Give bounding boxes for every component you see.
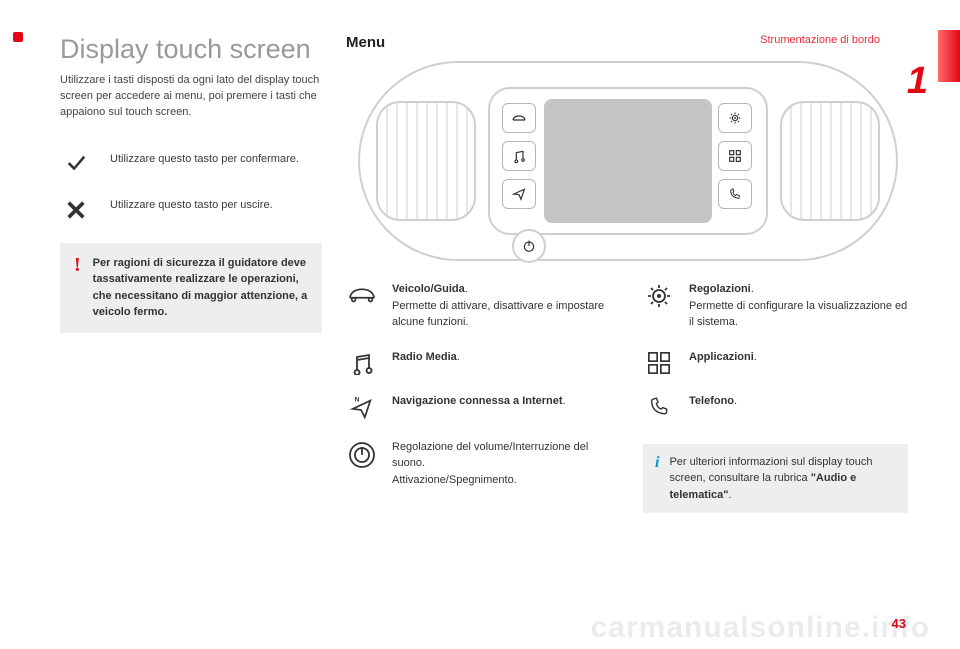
feature-phone: Telefono. <box>643 393 910 419</box>
exit-text: Utilizzare questo tasto per uscire. <box>110 197 322 214</box>
feature-nav: N Navigazione connessa a Internet. <box>346 393 613 421</box>
car-icon <box>346 281 378 331</box>
warning-icon: ! <box>74 255 81 321</box>
dash-music-icon <box>502 141 536 171</box>
dash-car-icon <box>502 103 536 133</box>
watermark: carmanualsonline.info <box>591 611 930 645</box>
feature-power: Regolazione del volume/Interruzione del … <box>346 439 613 489</box>
apps-icon <box>643 349 675 375</box>
nav-icon: N <box>346 393 378 421</box>
dash-gear-icon <box>718 103 752 133</box>
features-left: Veicolo/Guida.Permette di attivare, disa… <box>346 281 613 513</box>
feature-vehicle-desc: Permette di attivare, disattivare e impo… <box>392 300 604 329</box>
touchscreen-area <box>544 99 712 223</box>
feature-power-desc2: Attivazione/Spegnimento. <box>392 474 517 486</box>
feature-radio: Radio Media. <box>346 349 613 375</box>
feature-settings-desc: Permette di configurare la visualizzazio… <box>689 300 907 329</box>
right-column: Menu <box>346 34 910 629</box>
warning-box: ! Per ragioni di sicurezza il guidatore … <box>60 243 322 333</box>
feature-apps: Applicazioni. <box>643 349 910 375</box>
dash-phone-icon <box>718 179 752 209</box>
feature-phone-title: Telefono <box>689 395 734 407</box>
dashboard-illustration <box>348 61 908 261</box>
feature-settings: Regolazioni.Permette di configurare la v… <box>643 281 910 331</box>
phone-icon <box>643 393 675 419</box>
dash-nav-icon <box>502 179 536 209</box>
info-box: i Per ulteriori informazioni sul display… <box>643 444 908 514</box>
feature-power-desc1: Regolazione del volume/Interruzione del … <box>392 441 588 470</box>
feature-vehicle-title: Veicolo/Guida <box>392 283 465 295</box>
brand-dot <box>13 32 23 42</box>
feature-radio-title: Radio Media <box>392 351 457 363</box>
screen-unit <box>488 87 768 235</box>
features-right: Regolazioni.Permette di configurare la v… <box>643 281 910 513</box>
dash-apps-icon <box>718 141 752 171</box>
info-icon: i <box>655 454 659 504</box>
page-root: Strumentazione di bordo 1 43 carmanualso… <box>0 0 960 649</box>
chapter-tab <box>938 30 960 82</box>
confirm-text: Utilizzare questo tasto per confermare. <box>110 151 322 168</box>
vent-left <box>376 101 476 221</box>
feature-nav-title: Navigazione connessa a Internet <box>392 395 563 407</box>
check-icon <box>60 151 92 175</box>
svg-text:N: N <box>355 396 360 403</box>
info-text: Per ulteriori informazioni sul display t… <box>669 454 896 504</box>
left-column: Display touch screen Utilizzare i tasti … <box>60 34 322 629</box>
chapter-number: 1 <box>907 60 928 103</box>
warning-text: Per ragioni di sicurezza il guidatore de… <box>93 255 308 321</box>
confirm-row: Utilizzare questo tasto per confermare. <box>60 151 322 175</box>
close-icon <box>60 197 92 221</box>
vent-right <box>780 101 880 221</box>
exit-row: Utilizzare questo tasto per uscire. <box>60 197 322 221</box>
breadcrumb: Strumentazione di bordo <box>760 34 880 46</box>
feature-apps-title: Applicazioni <box>689 351 754 363</box>
feature-settings-title: Regolazioni <box>689 283 751 295</box>
dash-power-icon <box>512 229 546 263</box>
gear-icon <box>643 281 675 331</box>
power-icon <box>346 439 378 489</box>
feature-vehicle: Veicolo/Guida.Permette di attivare, disa… <box>346 281 613 331</box>
intro-text: Utilizzare i tasti disposti da ogni lato… <box>60 73 322 121</box>
page-title: Display touch screen <box>60 34 322 65</box>
music-icon <box>346 349 378 375</box>
